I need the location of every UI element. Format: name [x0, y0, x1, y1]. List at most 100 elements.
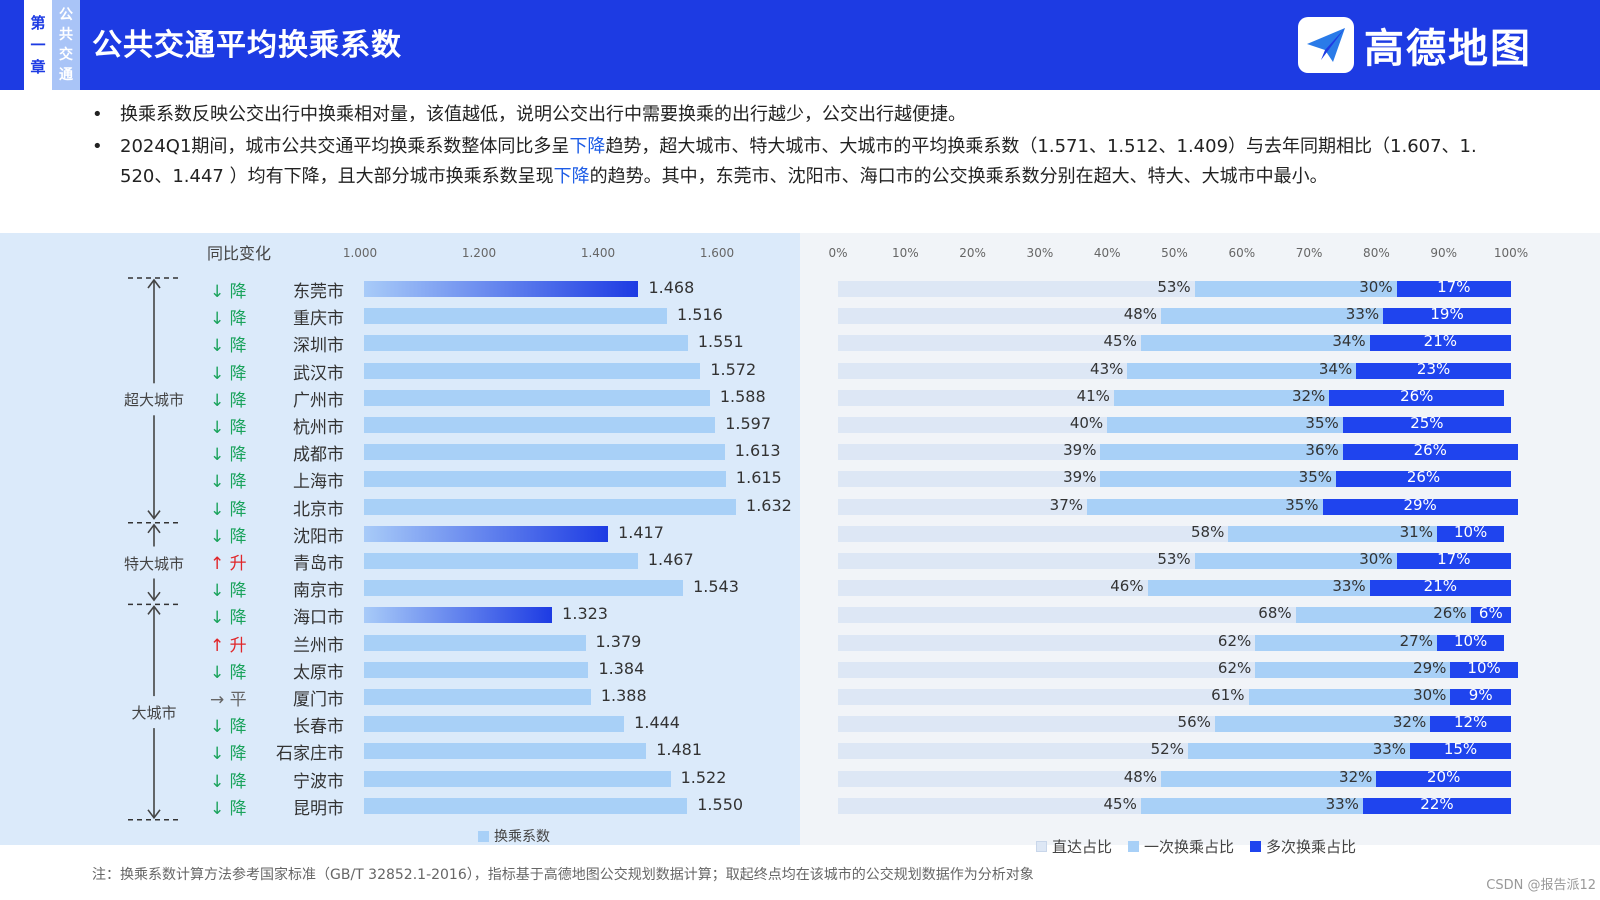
share-label: 27% [1399, 631, 1433, 650]
x-axis-tick: 70% [1295, 246, 1323, 260]
chapter-char: 第 [30, 14, 46, 32]
share-label: 41% [1076, 386, 1110, 405]
share-label: 32% [1339, 767, 1373, 786]
section-char: 通 [59, 67, 73, 83]
share-label: 68% [1258, 604, 1292, 623]
share-label: 53% [1157, 550, 1191, 568]
x-axis-tick: 1.000 [342, 246, 378, 260]
share-label: 6% [1478, 604, 1503, 623]
yoy-indicator: ↓ 降 [210, 418, 247, 438]
highlight-text: 下降 [553, 166, 590, 187]
city-label: 兰州市 [293, 635, 344, 656]
city-label: 青岛市 [293, 554, 344, 574]
coefficient-value: 1.597 [725, 414, 772, 433]
coefficient-value: 1.522 [680, 767, 727, 787]
yoy-indicator: ↓ 降 [210, 472, 247, 493]
share-label: 40% [1069, 414, 1104, 432]
yoy-indicator: ↓ 降 [210, 282, 247, 302]
x-axis-tick: 30% [1026, 246, 1054, 260]
share-label: 30% [1359, 550, 1393, 568]
coefficient-bar [364, 743, 647, 760]
city-label: 武汉市 [293, 363, 344, 384]
coefficient-value: 1.572 [710, 359, 757, 379]
x-axis-tick: 1.400 [580, 246, 616, 260]
share-segment [1255, 634, 1437, 651]
bullet-item: 换乘系数反映公交出行中换乘相对量，该值越低，说明公交出行中需要换乘的出行越少，公… [88, 100, 1528, 130]
bullet-item: 2024Q1期间，城市公共交通平均换乘系数整体同比多呈下降趋势，超大城市、特大城… [88, 132, 1528, 192]
coefficient-value: 1.481 [656, 740, 702, 760]
share-segment [838, 634, 1256, 651]
city-label: 厦门市 [293, 690, 344, 710]
coefficient-value: 1.444 [634, 713, 680, 733]
share-segment [1410, 743, 1511, 760]
share-label: 46% [1110, 577, 1144, 596]
share-label: 62% [1217, 631, 1252, 650]
watermark: CSDN @报告派12 [1486, 874, 1596, 893]
share-label: 56% [1177, 713, 1211, 732]
share-segment [1362, 797, 1511, 814]
coefficient-bar [364, 308, 668, 325]
yoy-indicator: ↓ 降 [210, 445, 247, 466]
share-label: 26% [1413, 441, 1447, 460]
coefficient-bar [364, 607, 553, 624]
share-label: 62% [1217, 658, 1252, 677]
share-label: 53% [1157, 278, 1191, 296]
tier-label: 超大城市 [123, 391, 185, 410]
share-label: 33% [1332, 577, 1366, 596]
tier-arrow-head [147, 809, 161, 820]
share-segment [1295, 607, 1471, 624]
share-segment [1107, 417, 1343, 433]
coefficient-value: 1.323 [562, 604, 608, 624]
coefficient-bar [364, 689, 591, 705]
share-segment [1255, 661, 1451, 678]
share-label: 26% [1400, 386, 1434, 405]
share-label: 10% [1467, 658, 1501, 677]
legend-label: 一次换乘占比 [1144, 838, 1235, 856]
share-segment [1100, 444, 1343, 461]
share-label: 22% [1420, 794, 1454, 813]
coefficient-value: 1.379 [595, 631, 642, 651]
coefficient-value: 1.615 [735, 468, 782, 488]
share-segment [1228, 525, 1437, 542]
share-label: 12% [1453, 713, 1488, 732]
coefficient-value: 1.467 [647, 550, 694, 569]
city-label: 石家庄市 [276, 744, 344, 765]
share-label: 10% [1453, 631, 1488, 650]
tier-arrow-head [147, 605, 161, 615]
yoy-indicator: ↑ 升 [210, 635, 247, 656]
coefficient-value: 1.468 [648, 278, 695, 297]
tier-label: 大城市 [131, 704, 177, 723]
city-label: 重庆市 [293, 309, 344, 330]
x-axis-tick: 50% [1161, 246, 1188, 260]
legend-swatch [1250, 841, 1262, 852]
coefficient-bar [364, 716, 625, 733]
coefficient-bar [364, 498, 737, 515]
share-segment [1356, 362, 1511, 379]
share-segment [838, 471, 1101, 488]
share-segment [838, 444, 1101, 461]
share-label: 29% [1413, 658, 1447, 677]
coefficient-bar [364, 634, 586, 651]
legend-swatch [1036, 841, 1047, 852]
coefficient-bar [364, 553, 638, 569]
share-label: 25% [1410, 414, 1444, 432]
paper-plane-icon [1298, 17, 1354, 73]
coefficient-value: 1.632 [746, 495, 792, 515]
share-label: 48% [1123, 767, 1158, 786]
share-label: 29% [1403, 495, 1437, 514]
share-segment [838, 607, 1296, 624]
coefficient-bar [364, 335, 688, 352]
share-label: 35% [1298, 468, 1333, 487]
share-segment [1140, 335, 1370, 352]
share-label: 17% [1437, 278, 1471, 296]
legend-swatch [478, 830, 489, 842]
yoy-indicator: ↓ 降 [210, 717, 247, 738]
page-title: 公共交通平均换乘系数 [92, 28, 402, 63]
share-label: 32% [1392, 713, 1427, 732]
legend-label: 换乘系数 [494, 829, 550, 845]
city-label: 沈阳市 [293, 526, 344, 547]
section-tab: 公 共 交 通 [52, 0, 80, 90]
share-label: 15% [1443, 740, 1478, 759]
bullet-list: 换乘系数反映公交出行中换乘相对量，该值越低，说明公交出行中需要换乘的出行越少，公… [88, 100, 1528, 194]
section-char: 交 [59, 47, 73, 63]
